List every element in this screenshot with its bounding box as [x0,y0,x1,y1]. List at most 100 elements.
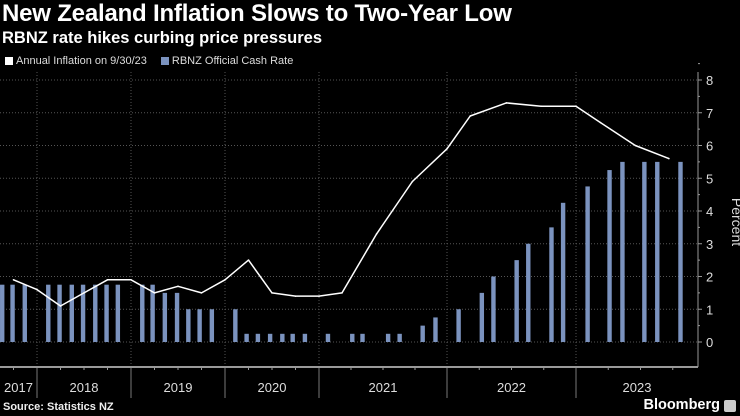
inflation-point [271,292,273,294]
inflation-point [411,180,414,183]
cash-rate-bar [197,309,202,342]
legend: Annual Inflation on 9/30/23 RBNZ Officia… [5,55,293,67]
cash-rate-bar [420,325,425,342]
cash-rate-bar [244,333,249,342]
y-tick-label: 2 [706,270,713,285]
inflation-point [83,292,85,294]
legend-item-cash-rate: RBNZ Official Cash Rate [160,55,294,67]
inflation-point [247,259,250,261]
inflation-point [36,288,38,291]
inflation-point [130,278,132,281]
inflation-point [106,278,109,281]
cash-rate-bar [0,284,5,342]
inflation-point [341,292,343,294]
legend-item-inflation: Annual Inflation on 9/30/23 [5,55,147,67]
cash-rate-bar [150,284,155,342]
cash-rate-bar [433,317,438,342]
x-tick-label: 2020 [258,380,287,395]
cash-rate-bar [491,276,496,342]
cash-rate-bar [162,292,168,342]
inflation-line [13,102,670,307]
cash-rate-bar [642,161,647,342]
cash-rate-bar [585,186,590,342]
cash-rate-bar [549,227,554,342]
y-tick-label: 6 [706,139,713,154]
cash-rate-bar [620,161,625,342]
inflation-point [505,102,508,104]
cash-rate-bar [104,284,109,342]
chart-subtitle: RBNZ rate hikes curbing price pressures [2,29,323,47]
x-tick-label: 2017 [4,380,33,395]
inflation-point [375,233,378,235]
cash-rate-bar [22,284,27,342]
cash-rate-bar [560,202,566,342]
cash-rate-bar [57,284,62,342]
chart-plot: 0 1 2 3 4 5 6 7 8 2017 2018 2019 2020 2021 2022 2023 Per… [0,63,740,398]
cash-rate-bar [267,333,273,342]
cash-rate-bar [607,170,612,342]
cash-rate-bar [456,309,461,342]
cash-rate-bar [290,333,295,342]
x-tick-label: 2022 [497,380,526,395]
cash-rate-bar [655,161,660,342]
cash-rate-bar [302,333,308,342]
cash-rate-bar [93,284,98,342]
bloomberg-chart-icon [724,400,736,412]
cash-rate-bar [479,292,485,342]
inflation-point [634,144,637,147]
y-tick-label: 5 [706,171,713,186]
inflation-point [59,305,62,307]
cash-rate-bar [115,284,121,342]
x-tick-label: 2019 [164,380,193,395]
cash-rate-bar [397,333,402,342]
x-tick-label: 2021 [369,380,398,395]
cash-rate-bar [385,333,391,342]
cash-rate-bar [46,284,51,342]
cash-rate-bar [325,333,331,342]
cash-rate-bar [209,309,215,342]
legend-swatch-inflation [5,57,13,65]
bloomberg-logo: Bloomberg [643,397,720,413]
x-tick-label: 2018 [70,380,99,395]
inflation-point [294,295,297,297]
inflation-point [318,295,320,297]
cash-rate-bar [140,284,145,342]
cash-rate-bar [678,161,683,342]
inflation-point [446,147,448,150]
cash-rate-bar [186,309,191,342]
x-tick-label: 2023 [623,380,652,395]
inflation-point [224,278,226,281]
y-tick-label: 3 [706,237,713,252]
cash-rate-bar [174,292,180,342]
cash-rate-bar [526,243,531,342]
inflation-point [12,278,15,281]
inflation-point [469,115,472,117]
chart-title: New Zealand Inflation Slows to Two-Year … [2,0,512,27]
cash-rate-bar [80,284,86,342]
cash-rate-bar [69,284,74,342]
y-tick-label: 1 [706,302,713,317]
cash-rate-bar [233,309,238,342]
inflation-point [177,285,179,288]
cash-rate-bar [10,284,15,342]
source-note: Source: Statistics NZ [3,401,114,413]
y-axis-label: Percent [729,198,740,246]
inflation-point [540,105,542,107]
inflation-point [599,121,602,124]
y-tick-label: 7 [706,106,713,121]
inflation-point [668,157,670,160]
cash-rate-bar [350,333,355,342]
legend-label-inflation: Annual Inflation on 9/30/23 [16,55,147,67]
cash-rate-bar [280,333,285,342]
cash-rate-bar [255,333,261,342]
inflation-point [575,105,577,107]
y-tick-label: 4 [706,204,713,219]
legend-swatch-cash-rate [160,57,169,65]
legend-label-cash-rate: RBNZ Official Cash Rate [171,55,294,67]
cash-rate-bar [514,260,519,342]
y-tick-label: 0 [706,335,713,350]
cash-rate-bar [360,333,365,342]
inflation-point [200,292,203,294]
y-tick-label: 8 [706,73,713,88]
inflation-point [153,292,156,294]
